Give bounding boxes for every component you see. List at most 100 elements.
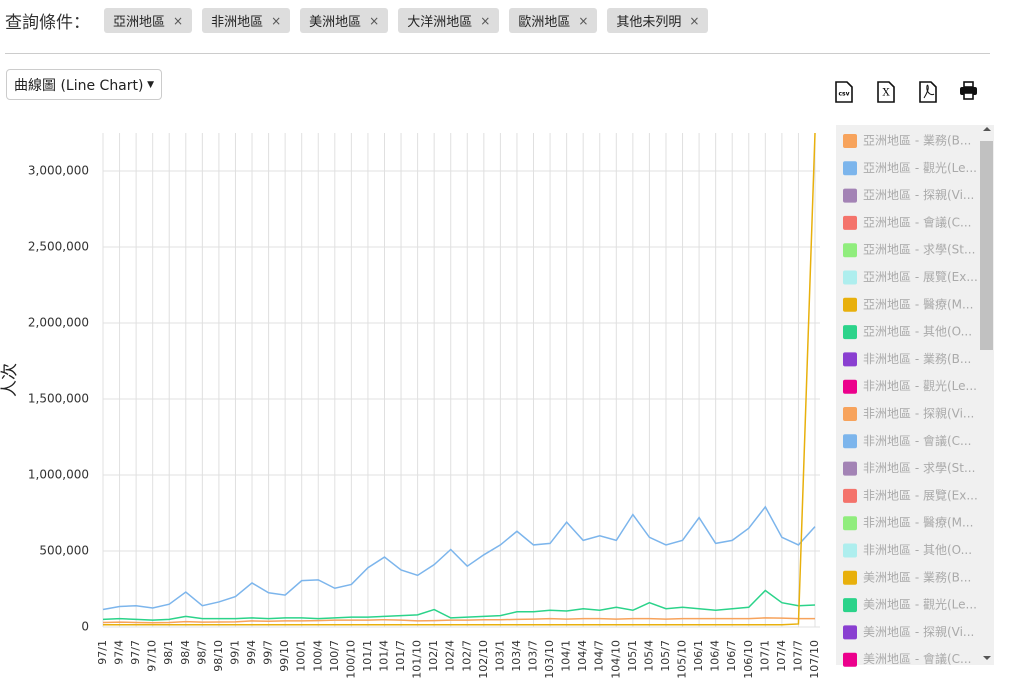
chart-type-select[interactable]: 曲線圖 (Line Chart) ▼: [6, 69, 162, 100]
divider: [5, 53, 990, 54]
x-tick-label: 105/1: [626, 640, 639, 672]
x-tick-label: 106/10: [742, 640, 755, 678]
legend-label: 非洲地區 - 業務(B...: [863, 352, 971, 366]
x-tick-label: 106/1: [692, 640, 705, 672]
legend-swatch: [843, 625, 857, 640]
x-tick-label: 98/10: [212, 640, 225, 672]
x-tick-label: 99/1: [228, 640, 241, 665]
legend-swatch: [843, 297, 857, 312]
select-arrow: ▼: [147, 79, 154, 90]
excel-button[interactable]: X: [877, 81, 895, 103]
y-tick-label: 3,000,000: [28, 164, 89, 178]
x-tick-label: 100/4: [311, 640, 324, 672]
x-tick-label: 103/10: [543, 640, 556, 678]
grid: [102, 133, 820, 628]
x-tick-label: 105/4: [642, 640, 655, 672]
y-tick-label: 500,000: [39, 544, 89, 558]
x-tick-label: 104/4: [576, 640, 589, 672]
x-tick-label: 102/4: [444, 640, 457, 672]
pdf-button[interactable]: [919, 81, 937, 103]
legend-label: 非洲地區 - 觀光(Le...: [863, 379, 977, 393]
filter-label: 查詢條件：: [5, 13, 90, 33]
chip-remove[interactable]: ×: [480, 13, 491, 28]
y-axis-label: 人次: [0, 363, 20, 397]
legend-label: 非洲地區 - 展覽(Ex...: [863, 488, 978, 502]
legend-label: 亞洲地區 - 求學(St...: [863, 243, 975, 257]
y-tick-label: 1,000,000: [28, 468, 89, 482]
x-tick-label: 102/10: [477, 640, 490, 678]
chip-label: 美洲地區: [309, 15, 362, 30]
x-tick-label: 107/1: [758, 640, 771, 672]
x-tick-label: 102/7: [460, 640, 473, 672]
legend-swatch: [843, 652, 857, 667]
legend-swatch: [843, 161, 857, 176]
y-tick-label: 1,500,000: [28, 392, 89, 406]
legend: 亞洲地區 - 業務(B... 亞洲地區 - 觀光(Le... 亞洲地區 - 探親(V…: [843, 134, 978, 667]
chip-remove[interactable]: ×: [689, 13, 700, 28]
chip-remove[interactable]: ×: [578, 13, 589, 28]
x-tick-label: 101/7: [394, 640, 407, 672]
print-button[interactable]: [960, 81, 977, 100]
toolbar: csv X: [835, 81, 977, 103]
legend-label: 美洲地區 - 探親(Vi...: [863, 625, 974, 639]
legend-label: 亞洲地區 - 醫療(M...: [863, 297, 973, 311]
legend-label: 亞洲地區 - 展覽(Ex...: [863, 270, 978, 284]
legend-swatch: [843, 379, 857, 394]
legend-swatch: [843, 543, 857, 558]
chip-remove[interactable]: ×: [271, 13, 282, 28]
x-tick-label: 103/1: [493, 640, 506, 672]
chip-remove[interactable]: ×: [173, 13, 184, 28]
x-tick-label: 97/1: [96, 640, 109, 665]
csv-icon-text: csv: [838, 91, 849, 98]
x-tick-label: 107/10: [808, 640, 821, 678]
x-tick-label: 106/4: [709, 640, 722, 672]
legend-swatch: [843, 598, 857, 613]
excel-icon-text: X: [882, 88, 890, 99]
legend-label: 亞洲地區 - 會議(C...: [863, 215, 971, 229]
x-tick-label: 102/1: [427, 640, 440, 672]
scrollbar-thumb[interactable]: [980, 141, 993, 350]
csv-button[interactable]: csv: [835, 81, 853, 103]
legend-swatch: [843, 215, 857, 230]
chip-remove[interactable]: ×: [369, 13, 380, 28]
filter-chip: 其他未列明 ×: [607, 8, 709, 33]
x-tick-label: 104/10: [609, 640, 622, 678]
legend-label: 亞洲地區 - 其他(O...: [863, 325, 972, 339]
x-tick-label: 104/1: [560, 640, 573, 672]
legend-swatch: [843, 407, 857, 421]
x-tick-label: 105/10: [676, 640, 689, 678]
legend-label: 美洲地區 - 業務(B...: [863, 570, 971, 584]
legend-swatch: [843, 488, 857, 503]
filter-chip: 非洲地區 ×: [202, 8, 291, 33]
x-tick-label: 98/4: [179, 640, 192, 665]
x-tick-label: 105/7: [659, 640, 672, 672]
x-tick-label: 101/1: [361, 640, 374, 672]
x-tick-label: 103/4: [510, 640, 523, 672]
legend-label: 亞洲地區 - 觀光(Le...: [863, 161, 977, 175]
x-tick-label: 98/7: [195, 640, 208, 665]
series-line: [103, 132, 816, 626]
plot: [102, 132, 816, 626]
legend-swatch: [843, 243, 857, 258]
chip-label: 亞洲地區: [113, 15, 166, 30]
y-tick-label: 2,500,000: [28, 240, 89, 254]
legend-label: 非洲地區 - 求學(St...: [863, 461, 975, 475]
chip-label: 其他未列明: [616, 15, 682, 30]
x-tick-label: 97/10: [146, 640, 159, 672]
filter-chip: 大洋洲地區 ×: [398, 8, 500, 33]
x-tick-label: 107/4: [775, 640, 788, 672]
filter-chip: 亞洲地區 ×: [104, 8, 193, 33]
filter-chip: 美洲地區 ×: [300, 8, 389, 33]
x-tick-label: 100/10: [344, 640, 357, 678]
chip-label: 大洋洲地區: [407, 15, 473, 30]
chip-label: 非洲地區: [211, 15, 264, 30]
legend-swatch: [843, 325, 857, 340]
x-tick-label: 106/7: [725, 640, 738, 672]
legend-label: 非洲地區 - 會議(C...: [863, 434, 971, 448]
x-tick-label: 99/4: [245, 640, 258, 665]
legend-label: 非洲地區 - 其他(O...: [863, 543, 972, 557]
legend-swatch: [843, 188, 857, 203]
x-tick-label: 99/10: [278, 640, 291, 672]
legend-swatch: [843, 434, 857, 449]
